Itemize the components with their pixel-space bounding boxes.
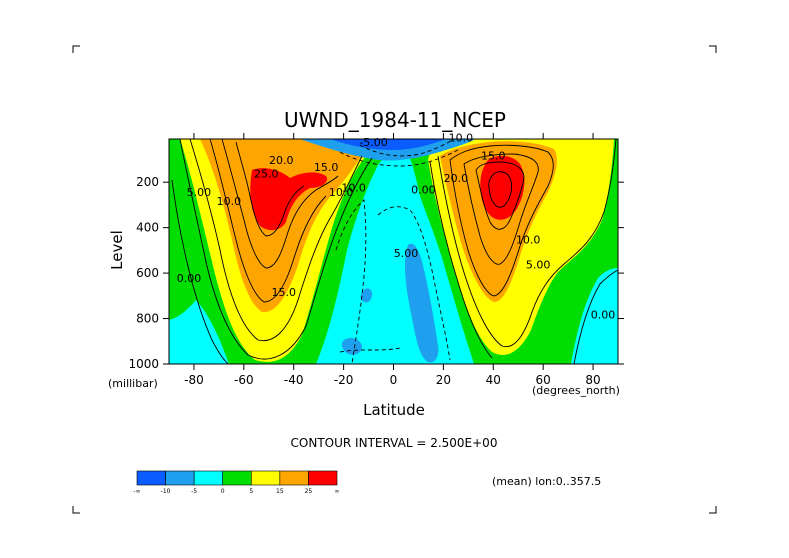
y-axis-label: Level	[108, 230, 126, 270]
x-tick-label: -20	[334, 373, 354, 387]
contour-label: 0.00	[591, 309, 616, 322]
y-units-label: (millibar)	[108, 377, 158, 390]
negative-contour-lines	[335, 139, 459, 364]
colorbar-swatch	[136, 470, 166, 486]
contour-label: 10.0	[449, 131, 474, 144]
colorbar-label: -∞	[133, 488, 140, 495]
x-tick-label: 0	[390, 373, 398, 387]
contour-label: 0.00	[411, 184, 436, 197]
x-tick-label: -80	[184, 373, 204, 387]
colorbar-swatch	[193, 470, 224, 486]
colorbar-label: ∞	[335, 488, 340, 495]
contour-label: 15.0	[271, 286, 296, 299]
contour-label: 0.00	[177, 272, 202, 285]
y-tick-label: 800	[136, 312, 159, 326]
x-axis-label: Latitude	[363, 401, 425, 419]
colorbar-label: -10	[161, 488, 171, 495]
colorbar-label: -5	[191, 488, 197, 495]
fill-15-25-north	[440, 141, 557, 302]
x-tick-label: -40	[284, 373, 304, 387]
contour-label: 10.0	[341, 181, 366, 194]
x-tick-label: 20	[436, 373, 451, 387]
y-tick-label: 600	[136, 266, 159, 280]
y-tick-label: 200	[136, 175, 159, 189]
contour-label: 20.0	[269, 154, 294, 167]
fill-neg-5-10-tongue	[405, 243, 439, 363]
x-tick-label: -60	[234, 373, 254, 387]
contour-label: 10.0	[516, 234, 541, 247]
contour-label: 10.0	[217, 195, 242, 208]
colorbar-swatch	[250, 470, 281, 486]
contour-interval-label: CONTOUR INTERVAL = 2.500E+00	[291, 436, 498, 450]
colorbar-swatch	[222, 470, 252, 486]
colorbar-label: 15	[276, 488, 284, 495]
colorbar-label: 5	[249, 488, 253, 495]
colorbar-label: 25	[305, 488, 313, 495]
colorbar: -∞ -10 -5 0 5 15 25 ∞	[133, 470, 340, 495]
y-tick-label: 1000	[128, 357, 159, 371]
colorbar-swatch	[279, 470, 309, 486]
contour-label: 25.0	[254, 168, 279, 181]
contour-labels: 25.020.015.010.05.00 10.010.015.00.005.00…	[177, 131, 616, 321]
fill-neg-10-top	[330, 139, 446, 150]
colorbar-swatch	[308, 470, 338, 486]
contour-label: 20.0	[444, 172, 469, 185]
colorbar-label: 0	[221, 488, 225, 495]
fill-25-south	[250, 168, 328, 231]
contour-lines	[171, 139, 618, 364]
contour-label: -5.00	[359, 136, 387, 149]
contour-label: 15.0	[314, 161, 339, 174]
fill-25-north	[480, 155, 525, 220]
colorbar-swatch	[165, 470, 195, 486]
x-units-label: (degrees_north)	[532, 384, 620, 397]
chart-title: UWND_1984-11_NCEP	[284, 108, 506, 132]
contour-label: 5.00	[394, 247, 419, 260]
y-axis: 200 400 600 800 1000	[128, 175, 624, 371]
contour-label: 5.00	[187, 186, 212, 199]
x-tick-label: 80	[585, 373, 600, 387]
x-axis: -80 -60 -40 -20 0 20 40 60 80	[184, 133, 601, 387]
crop-marks	[72, 45, 717, 514]
contour-label: 5.00	[526, 259, 551, 272]
x-tick-label: 40	[486, 373, 501, 387]
mean-label: (mean) lon:0..357.5	[492, 475, 601, 488]
contour-label: 10.0	[329, 186, 354, 199]
contour-field	[169, 139, 618, 364]
fill-neg-5-10-blob1	[360, 288, 372, 303]
contour-label: 15.0	[481, 149, 506, 162]
x-tick-label: 60	[536, 373, 551, 387]
y-tick-label: 400	[136, 221, 159, 235]
